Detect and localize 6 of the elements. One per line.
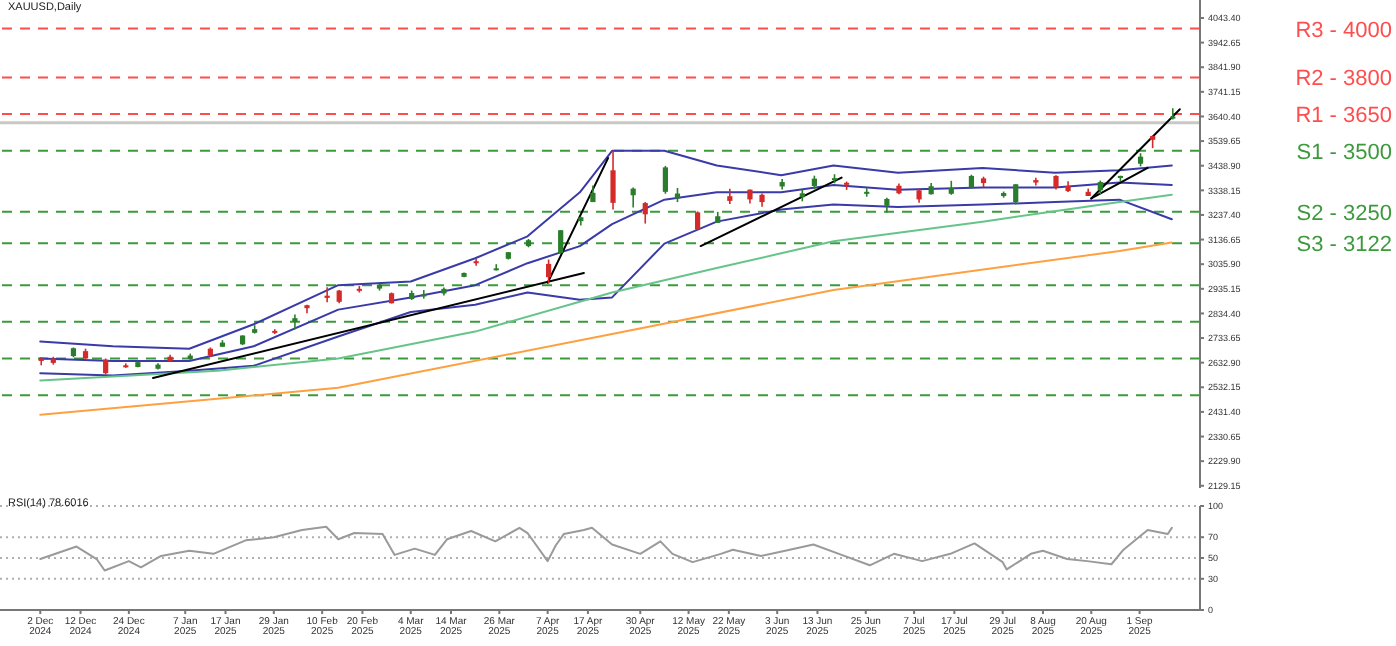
ref-line-label: S3 - 3122 <box>1296 233 1392 258</box>
ref-line-label: S2 - 3250 <box>1296 201 1392 226</box>
ref-line-label: R3 - 4000 <box>1295 18 1392 43</box>
ref-line-label: S1 - 3500 <box>1296 140 1392 165</box>
ref-line-label: R1 - 3650 <box>1295 104 1392 129</box>
ref-line-label: R2 - 3800 <box>1295 67 1392 92</box>
